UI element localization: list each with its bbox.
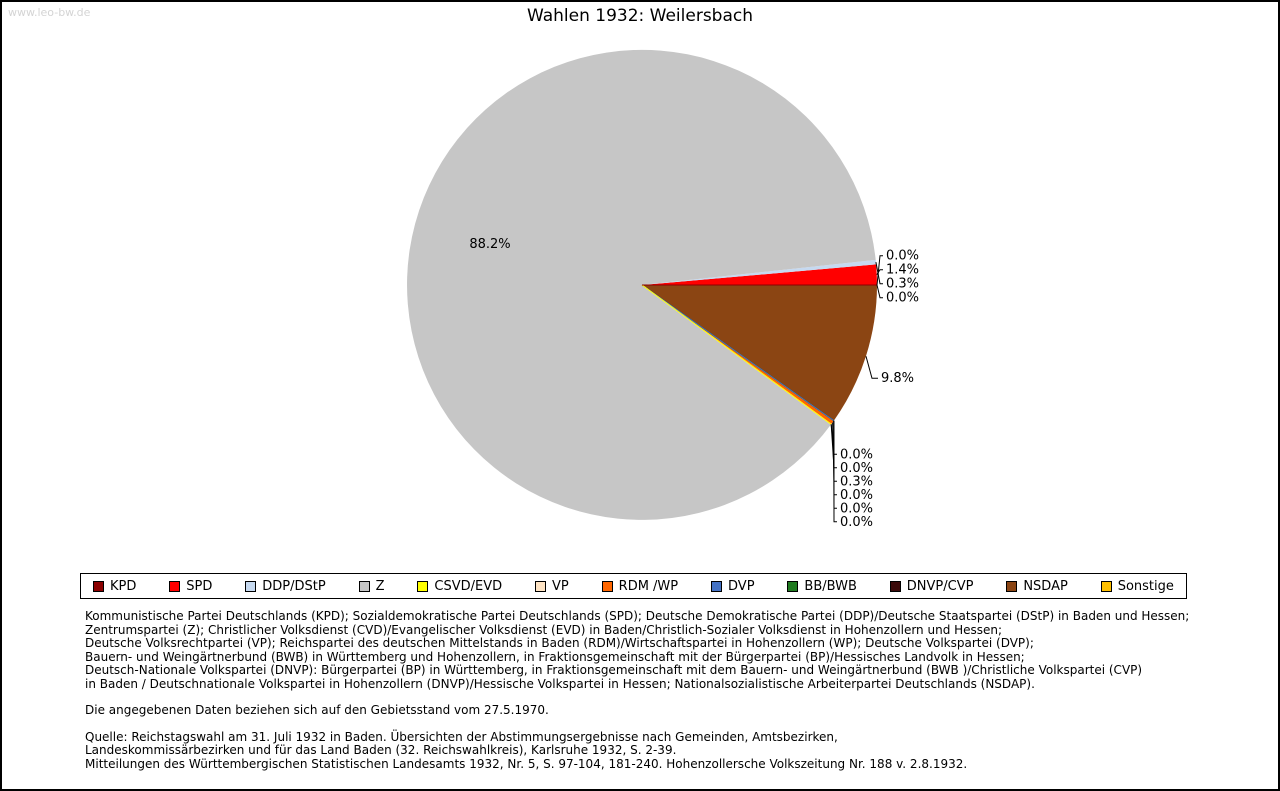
territorial-basis-note: Die angegebenen Daten beziehen sich auf …	[85, 703, 1254, 718]
legend-swatch-dnvp-cvp	[889, 580, 901, 592]
pie-slice-ddp-dstp	[642, 259, 877, 285]
pie-leader-ddp-dstp	[875, 262, 883, 285]
pie-leader-rdm-wp	[832, 422, 837, 482]
legend-item-bb-bwb: BB/BWB	[787, 578, 857, 594]
legend-label: Sonstige	[1117, 578, 1174, 594]
pie-label-ddp-dstp: 0.3%	[886, 277, 919, 292]
note-line: Mitteilungen des Württembergischen Stati…	[85, 756, 968, 771]
legend-swatch-rdm-wp	[601, 580, 613, 592]
legend-item-csvd-evd: CSVD/EVD	[417, 579, 502, 594]
pie-leader-nsdap	[865, 356, 878, 379]
legend-swatch-z	[358, 580, 370, 592]
note-line: Landeskommissärbezirken und für das Land…	[85, 743, 677, 757]
watermark: www.leo-bw.de	[8, 6, 91, 19]
pie-slice-nsdap	[642, 285, 877, 421]
pie-label-dnvp-cvp: 0.0%	[840, 515, 873, 530]
pie-label-z: 88.2%	[469, 237, 510, 252]
legend-label: DVP	[728, 578, 755, 594]
legend-swatch-spd	[169, 580, 181, 592]
note-line: Deutsch-Nationale Volkspartei (DNVP): Bü…	[85, 663, 1143, 677]
note-line: Kommunistische Partei Deutschlands (KPD)…	[85, 609, 1190, 623]
legend-label: DDP/DStP	[262, 578, 326, 594]
legend-label: CSVD/EVD	[434, 578, 503, 594]
pie-chart: 88.2%9.8%0.0%1.4%0.3%0.0%0.0%0.0%0.3%0.0…	[407, 49, 919, 530]
legend: KPD SPD DDP/DStP Z CSVD/EVD VP RDM /WP DVP BB/BW…	[80, 573, 1187, 599]
legend-swatch-kpd	[93, 580, 104, 592]
legend-item-rdm-wp: RDM /WP	[601, 578, 679, 594]
legend-label: Z	[375, 578, 385, 594]
legend-item-kpd: KPD	[93, 579, 136, 594]
legend-item-vp: VP	[535, 579, 569, 594]
pie-slice-z	[407, 49, 876, 520]
note-line: Quelle: Reichstagswahl am 31. Juli 1932 …	[85, 729, 838, 744]
pie-label-nsdap: 9.8%	[881, 371, 914, 386]
legend-label: SPD	[186, 578, 213, 594]
legend-item-sonstige: Sonstige	[1100, 578, 1174, 594]
pie-label-dvp: 0.0%	[840, 488, 873, 503]
legend-swatch-nsdap	[1006, 580, 1018, 592]
legend-swatch-bb-bwb	[787, 580, 799, 592]
pie-label-bb-bwb: 0.0%	[840, 501, 873, 516]
legend-item-nsdap: NSDAP	[1006, 579, 1068, 594]
note-line: Die angegebenen Daten beziehen sich auf …	[85, 703, 549, 717]
pie-label-rdm-wp: 0.3%	[840, 474, 873, 489]
note-line: Zentrumspartei (Z); Christlicher Volksdi…	[85, 622, 1003, 637]
source-note: Quelle: Reichstagswahl am 31. Juli 1932 …	[85, 729, 1254, 772]
legend-label: BB/BWB	[804, 578, 857, 594]
pie-label-sonstige: 0.0%	[886, 291, 919, 306]
legend-label: VP	[552, 578, 569, 594]
legend-item-dnvp-cvp: DNVP/CVP	[889, 578, 974, 594]
legend-item-dvp: DVP	[711, 579, 755, 594]
legend-label: DNVP/CVP	[906, 578, 974, 594]
chart-title: Wahlen 1932: Weilersbach	[526, 6, 754, 26]
notes: Kommunistische Partei Deutschlands (KPD)…	[85, 609, 1254, 784]
legend-label: RDM /WP	[618, 578, 679, 594]
legend-swatch-csvd-evd	[417, 580, 429, 592]
legend-swatch-dvp	[711, 580, 723, 592]
party-abbreviations-note: Kommunistische Partei Deutschlands (KPD)…	[85, 609, 1254, 691]
legend-swatch-ddp-dstp	[245, 580, 257, 592]
pie-slice-spd	[642, 264, 877, 285]
legend-swatch-sonstige	[1100, 580, 1112, 592]
pie-leader-sonstige	[876, 284, 883, 299]
legend-label: KPD	[110, 578, 137, 594]
pie-label-csvd-evd: 0.0%	[840, 447, 873, 462]
legend-swatch-vp	[535, 580, 547, 592]
pie-label-spd: 1.4%	[886, 263, 919, 278]
legend-item-spd: SPD	[169, 579, 212, 594]
legend-label: NSDAP	[1023, 578, 1068, 594]
pie-slice-line-csvd-evd	[641, 284, 832, 425]
note-line: in Baden / Deutschnationale Volkspartei …	[85, 676, 1035, 691]
legend-item-z: Z	[358, 578, 385, 594]
legend-item-ddp-dstp: DDP/DStP	[245, 578, 326, 594]
pie-slice-line-dvp	[641, 284, 835, 422]
pie-leader-dnvp-cvp	[833, 420, 837, 523]
pie-label-kpd: 0.0%	[886, 249, 919, 264]
pie-label-vp: 0.0%	[840, 461, 873, 476]
note-line: Deutsche Volksrechtpartei (VP); Reichspa…	[85, 636, 1034, 650]
note-line: Bauern- und Weingärtnerbund (BWB) in Wür…	[85, 649, 1025, 664]
